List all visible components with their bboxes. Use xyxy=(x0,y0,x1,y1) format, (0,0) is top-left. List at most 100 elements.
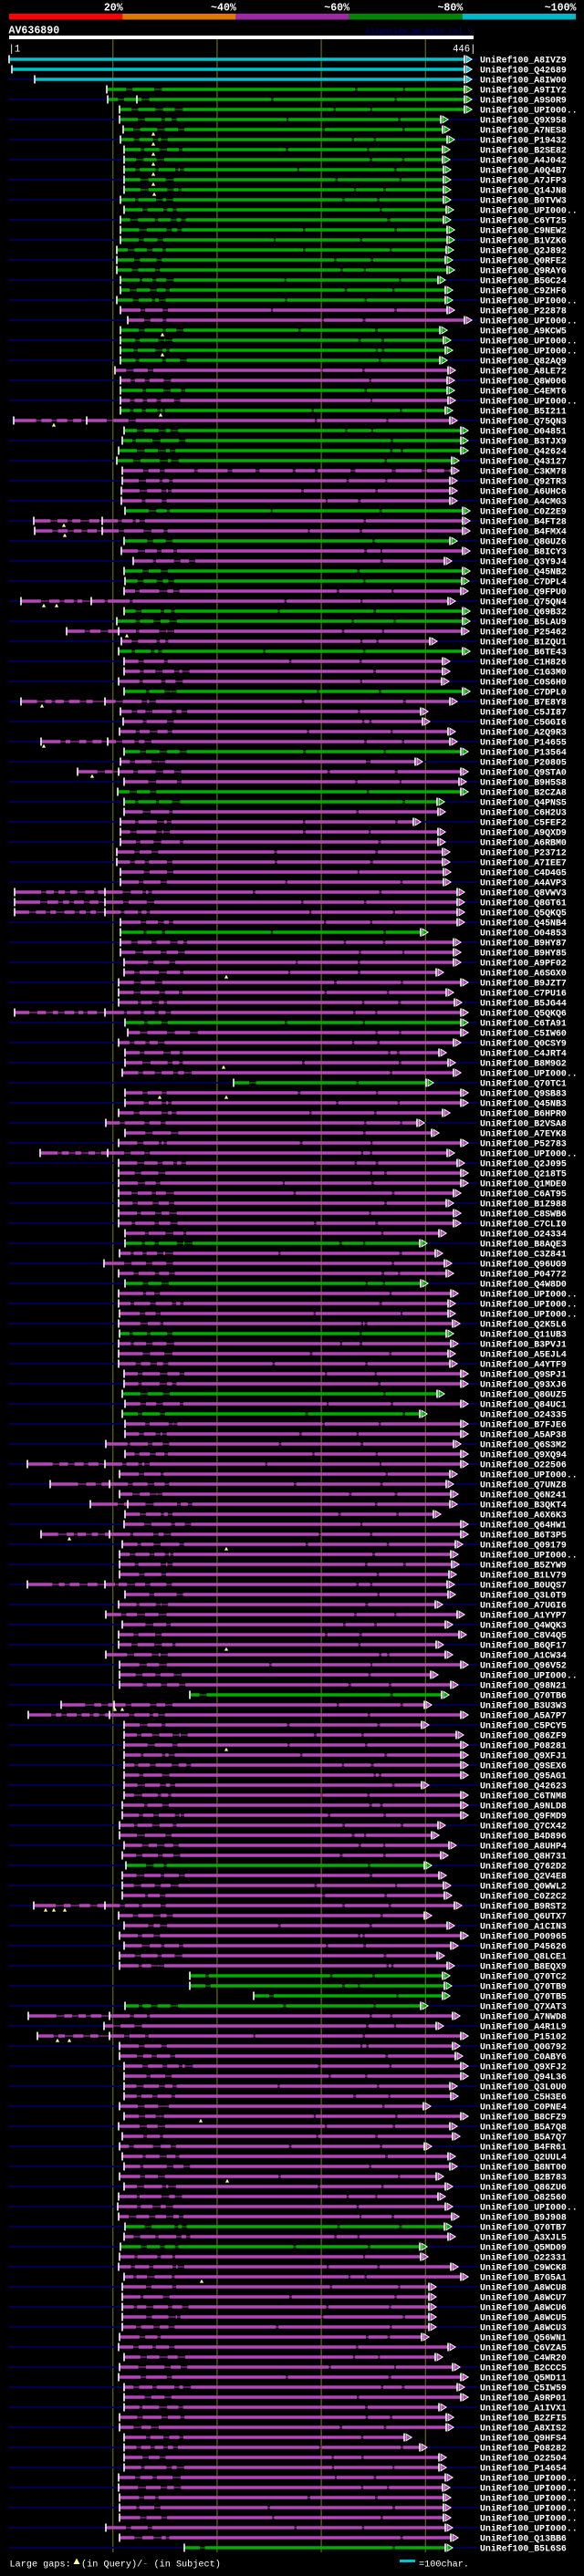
svg-text:~100%: ~100% xyxy=(545,3,577,15)
svg-text:UniRef100_B6TE43: UniRef100_B6TE43 xyxy=(480,648,567,658)
svg-text:UniRef100_Q96UG9: UniRef100_Q96UG9 xyxy=(480,1260,567,1270)
svg-text:UniRef100_P20805: UniRef100_P20805 xyxy=(480,758,567,768)
svg-text:UniRef100_C6TA91: UniRef100_C6TA91 xyxy=(480,1019,567,1029)
svg-text:UniRef100_B6T3P5: UniRef100_B6T3P5 xyxy=(480,1531,567,1541)
svg-text:UniRef100_Q14JN8: UniRef100_Q14JN8 xyxy=(480,186,567,196)
svg-text:(in Query)/- (in Subject): (in Query)/- (in Subject) xyxy=(81,2560,221,2571)
svg-text:UniRef100_B3TJX9: UniRef100_B3TJX9 xyxy=(480,437,567,447)
svg-text:UniRef100_C5JI87: UniRef100_C5JI87 xyxy=(480,708,567,718)
svg-text:UniRef100_A9S0R9: UniRef100_A9S0R9 xyxy=(480,96,567,106)
svg-text:UniRef100_B2CZA8: UniRef100_B2CZA8 xyxy=(480,788,567,798)
svg-text:UniRef100_B5L6S6: UniRef100_B5L6S6 xyxy=(480,2544,567,2554)
svg-text:UniRef100_UPI000..: UniRef100_UPI000.. xyxy=(480,1300,578,1310)
svg-text:UniRef100_B1Z988: UniRef100_B1Z988 xyxy=(480,1200,567,1210)
svg-text:UniRef100_B8M9G2: UniRef100_B8M9G2 xyxy=(480,1059,567,1069)
svg-text:UniRef100_C6AT95: UniRef100_C6AT95 xyxy=(480,1189,567,1200)
svg-text:20%: 20% xyxy=(104,3,123,15)
svg-text:UniRef100_O82560: UniRef100_O82560 xyxy=(480,2193,567,2203)
svg-text:UniRef100_C9ZHF6: UniRef100_C9ZHF6 xyxy=(480,286,567,296)
svg-text:UniRef100_UPI000..: UniRef100_UPI000.. xyxy=(480,1069,578,1079)
svg-text:UniRef100_A7JFP3: UniRef100_A7JFP3 xyxy=(480,176,567,186)
svg-text:UniRef100_C8SWB6: UniRef100_C8SWB6 xyxy=(480,1210,567,1220)
svg-text:UniRef100_Q218T5: UniRef100_Q218T5 xyxy=(480,1169,567,1179)
svg-text:UniRef100_O24335: UniRef100_O24335 xyxy=(480,1410,567,1420)
svg-text:UniRef100_Q8W006: UniRef100_Q8W006 xyxy=(480,377,567,387)
svg-text:UniRef100_Q75QN3: UniRef100_Q75QN3 xyxy=(480,417,567,427)
svg-text:UniRef100_Q9SB83: UniRef100_Q9SB83 xyxy=(480,1089,567,1099)
svg-text:UniRef100_C4EMT6: UniRef100_C4EMT6 xyxy=(480,387,567,397)
svg-text:UniRef100_P19432: UniRef100_P19432 xyxy=(480,136,567,146)
svg-text:UniRef100_Q2V4E8: UniRef100_Q2V4E8 xyxy=(480,1872,567,1882)
svg-text:UniRef100_A8WCU5: UniRef100_A8WCU5 xyxy=(480,2313,567,2323)
svg-text:UniRef100_B1ZQU1: UniRef100_B1ZQU1 xyxy=(480,638,567,648)
svg-text:UniRef100_B2ZFI5: UniRef100_B2ZFI5 xyxy=(480,2414,567,2424)
svg-text:UniRef100_B2SE82: UniRef100_B2SE82 xyxy=(480,146,567,156)
svg-text:UniRef100_B9HY87: UniRef100_B9HY87 xyxy=(480,939,567,949)
svg-text:UniRef100_Q5MD11: UniRef100_Q5MD11 xyxy=(480,2373,567,2384)
svg-text:UniRef100_C0Z2E9: UniRef100_C0Z2E9 xyxy=(480,507,567,517)
svg-text:UniRef100_B4FR61: UniRef100_B4FR61 xyxy=(480,2143,567,2153)
svg-text:UniRef100_UPI000..: UniRef100_UPI000.. xyxy=(480,2474,578,2484)
svg-text:UniRef100_Q2J095: UniRef100_Q2J095 xyxy=(480,1159,567,1169)
svg-text:UniRef100_Q762D2: UniRef100_Q762D2 xyxy=(480,1862,567,1872)
svg-text:UniRef100_Q9SEX6: UniRef100_Q9SEX6 xyxy=(480,1761,567,1771)
svg-text:UniRef100_Q9HFS4: UniRef100_Q9HFS4 xyxy=(480,2434,567,2444)
svg-text:UniRef100_Q70TB5: UniRef100_Q70TB5 xyxy=(480,1992,567,2002)
svg-text:UniRef100_C4WR20: UniRef100_C4WR20 xyxy=(480,2353,567,2363)
svg-text:~80%: ~80% xyxy=(437,3,463,15)
svg-text:UniRef100_P04772: UniRef100_P04772 xyxy=(480,1270,567,1280)
svg-text:UniRef100_Q8H731: UniRef100_Q8H731 xyxy=(480,1852,567,1862)
svg-text:UniRef100_Q2UUL4: UniRef100_Q2UUL4 xyxy=(480,2153,567,2163)
svg-text:UniRef100_B4FMX4: UniRef100_B4FMX4 xyxy=(480,527,567,537)
svg-text:UniRef100_C6H2U3: UniRef100_C6H2U3 xyxy=(480,808,567,818)
svg-text:UniRef100_Q2J892: UniRef100_Q2J892 xyxy=(480,246,567,256)
svg-text:UniRef100_Q5QKQ5: UniRef100_Q5QKQ5 xyxy=(480,909,567,919)
svg-text:UniRef100_C5IW59: UniRef100_C5IW59 xyxy=(480,2384,567,2394)
svg-text:UniRef100_Q9XFJ1: UniRef100_Q9XFJ1 xyxy=(480,1751,567,1761)
svg-text:UniRef100_Q5MD09: UniRef100_Q5MD09 xyxy=(480,2243,567,2253)
svg-text:UniRef100_A5A7P7: UniRef100_A5A7P7 xyxy=(480,1711,567,1721)
svg-text:UniRef100_P15102: UniRef100_P15102 xyxy=(480,2032,567,2042)
svg-text:UniRef100_B1LV79: UniRef100_B1LV79 xyxy=(480,1571,567,1581)
svg-text:UniRef100_C3KM78: UniRef100_C3KM78 xyxy=(480,467,567,477)
svg-text:UniRef100_UPI000..: UniRef100_UPI000.. xyxy=(480,1551,578,1561)
svg-text:UniRef100_P00965: UniRef100_P00965 xyxy=(480,1932,567,1942)
svg-text:UniRef100_Q8GT61: UniRef100_Q8GT61 xyxy=(480,898,567,909)
svg-text:UniRef100_O22331: UniRef100_O22331 xyxy=(480,2253,567,2263)
svg-text:UniRef100_Q0G792: UniRef100_Q0G792 xyxy=(480,2042,567,2052)
svg-text:UniRef100_Q95AG1: UniRef100_Q95AG1 xyxy=(480,1771,567,1781)
svg-text:UniRef100_UPI000..: UniRef100_UPI000.. xyxy=(480,2203,578,2213)
svg-text:UniRef100_P14655: UniRef100_P14655 xyxy=(480,738,567,748)
svg-text:UniRef100_Q9RAY6: UniRef100_Q9RAY6 xyxy=(480,266,567,276)
svg-text:UniRef100_B2CCC5: UniRef100_B2CCC5 xyxy=(480,2363,567,2373)
svg-text:UniRef100_B5I211: UniRef100_B5I211 xyxy=(480,407,567,417)
svg-text:UniRef100_Q82AQ9: UniRef100_Q82AQ9 xyxy=(480,357,567,367)
svg-text:UniRef100_O04853: UniRef100_O04853 xyxy=(480,929,567,939)
svg-text:UniRef100_A8LE72: UniRef100_A8LE72 xyxy=(480,367,567,377)
svg-text:UniRef100_O24334: UniRef100_O24334 xyxy=(480,1230,567,1240)
svg-text:UniRef100_A0Q4B7: UniRef100_A0Q4B7 xyxy=(480,166,567,176)
svg-text:UniRef100_C0Z2C2: UniRef100_C0Z2C2 xyxy=(480,1892,567,1902)
svg-text:UniRef100_Q93XJ6: UniRef100_Q93XJ6 xyxy=(480,1380,567,1390)
svg-text:UniRef100_Q3L0T9: UniRef100_Q3L0T9 xyxy=(480,1591,567,1601)
svg-text:UniRef100_Q3Y9J4: UniRef100_Q3Y9J4 xyxy=(480,557,567,567)
svg-text:UniRef100_C1G3M0: UniRef100_C1G3M0 xyxy=(480,668,567,678)
svg-text:UniRef100_UPI000..: UniRef100_UPI000.. xyxy=(480,1290,578,1300)
svg-text:UniRef100_Q98N21: UniRef100_Q98N21 xyxy=(480,1681,567,1691)
svg-text:UniRef100_A4J042: UniRef100_A4J042 xyxy=(480,156,567,166)
svg-text:UniRef100_B3QKT4: UniRef100_B3QKT4 xyxy=(480,1501,567,1511)
svg-text:UniRef100_B3PVJ1: UniRef100_B3PVJ1 xyxy=(480,1340,567,1350)
svg-text:UniRef100_A8WCU8: UniRef100_A8WCU8 xyxy=(480,2283,567,2293)
svg-text:UniRef100_B0TVW3: UniRef100_B0TVW3 xyxy=(480,196,567,206)
svg-text:UniRef100_Q3L0U0: UniRef100_Q3L0U0 xyxy=(480,2083,567,2093)
svg-text:UniRef100_Q42689: UniRef100_Q42689 xyxy=(480,66,567,76)
svg-text:UniRef100_Q8LCE1: UniRef100_Q8LCE1 xyxy=(480,1952,567,1962)
svg-text:UniRef100_A8WCU6: UniRef100_A8WCU6 xyxy=(480,2303,567,2313)
svg-text:UniRef100_B5ZYW9: UniRef100_B5ZYW9 xyxy=(480,1561,567,1571)
svg-text:UniRef100_Q4PNS5: UniRef100_Q4PNS5 xyxy=(480,798,567,808)
svg-text:UniRef100_Q11UB3: UniRef100_Q11UB3 xyxy=(480,1330,567,1340)
svg-text:UniRef100_Q45NB4: UniRef100_Q45NB4 xyxy=(480,919,567,929)
svg-text:UniRef100_Q45NB3: UniRef100_Q45NB3 xyxy=(480,1099,567,1109)
svg-text:UniRef100_B6QF17: UniRef100_B6QF17 xyxy=(480,1641,567,1651)
svg-text:UniRef100_A5AP38: UniRef100_A5AP38 xyxy=(480,1430,567,1440)
